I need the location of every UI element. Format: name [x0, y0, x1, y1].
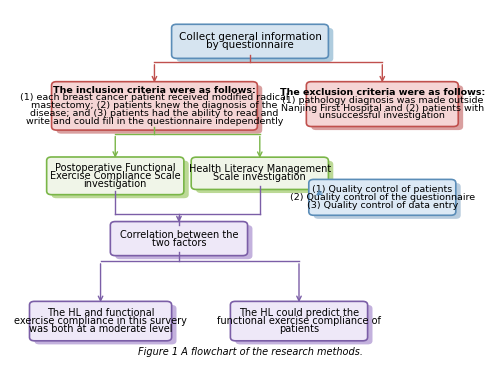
FancyBboxPatch shape — [306, 82, 458, 127]
FancyBboxPatch shape — [230, 301, 368, 341]
Text: by questionnaire: by questionnaire — [206, 40, 294, 50]
Text: Figure 1 A flowchart of the research methods.: Figure 1 A flowchart of the research met… — [138, 347, 362, 357]
Text: The inclusion criteria were as follows:: The inclusion criteria were as follows: — [53, 86, 256, 94]
FancyBboxPatch shape — [172, 24, 328, 58]
Text: was both at a moderate level: was both at a moderate level — [29, 324, 172, 334]
Text: investigation: investigation — [84, 179, 147, 189]
FancyBboxPatch shape — [110, 221, 248, 255]
FancyBboxPatch shape — [236, 305, 372, 344]
FancyBboxPatch shape — [52, 161, 189, 198]
FancyBboxPatch shape — [52, 82, 258, 130]
Text: Postoperative Functional: Postoperative Functional — [55, 163, 176, 173]
Text: Health Literacy Management: Health Literacy Management — [188, 164, 331, 174]
Text: Scale investigation: Scale investigation — [214, 172, 306, 182]
Text: disease; and (3) patients had the ability to read and: disease; and (3) patients had the abilit… — [30, 109, 278, 118]
Text: patients: patients — [279, 324, 319, 334]
Text: Exercise Compliance Scale: Exercise Compliance Scale — [50, 171, 180, 181]
Text: Correlation between the: Correlation between the — [120, 229, 238, 240]
FancyBboxPatch shape — [30, 301, 172, 341]
FancyBboxPatch shape — [56, 85, 262, 134]
Text: write and could fill in the questionnaire independently: write and could fill in the questionnair… — [26, 117, 283, 126]
FancyBboxPatch shape — [314, 183, 460, 219]
Text: (1) pathology diagnosis was made outside: (1) pathology diagnosis was made outside — [282, 96, 483, 105]
FancyBboxPatch shape — [309, 179, 456, 215]
Text: (1) Quality control of patients: (1) Quality control of patients — [312, 185, 452, 194]
FancyBboxPatch shape — [34, 305, 176, 344]
FancyBboxPatch shape — [115, 225, 252, 259]
FancyBboxPatch shape — [46, 157, 184, 195]
Text: unsuccessful investigation: unsuccessful investigation — [320, 111, 445, 120]
FancyBboxPatch shape — [176, 28, 334, 62]
Text: The exclusion criteria were as follows:: The exclusion criteria were as follows: — [280, 88, 485, 97]
FancyBboxPatch shape — [196, 161, 334, 193]
Text: two factors: two factors — [152, 238, 206, 247]
Text: functional exercise compliance of: functional exercise compliance of — [217, 316, 381, 326]
Text: The HL and functional: The HL and functional — [47, 308, 154, 318]
Text: The HL could predict the: The HL could predict the — [239, 308, 359, 318]
Text: (3) Quality control of data entry: (3) Quality control of data entry — [306, 201, 458, 210]
Text: Collect general information: Collect general information — [178, 32, 322, 42]
Text: Nanjing First Hospital and (2) patients with: Nanjing First Hospital and (2) patients … — [280, 104, 484, 112]
Text: mastectomy; (2) patients knew the diagnosis of the: mastectomy; (2) patients knew the diagno… — [32, 101, 278, 111]
Text: exercise compliance in this survery: exercise compliance in this survery — [14, 316, 187, 326]
FancyBboxPatch shape — [311, 85, 463, 130]
Text: (2) Quality control of the questionnaire: (2) Quality control of the questionnaire — [290, 193, 475, 202]
FancyBboxPatch shape — [191, 157, 328, 190]
Text: (1) each breast cancer patient received modified radical: (1) each breast cancer patient received … — [20, 93, 288, 102]
